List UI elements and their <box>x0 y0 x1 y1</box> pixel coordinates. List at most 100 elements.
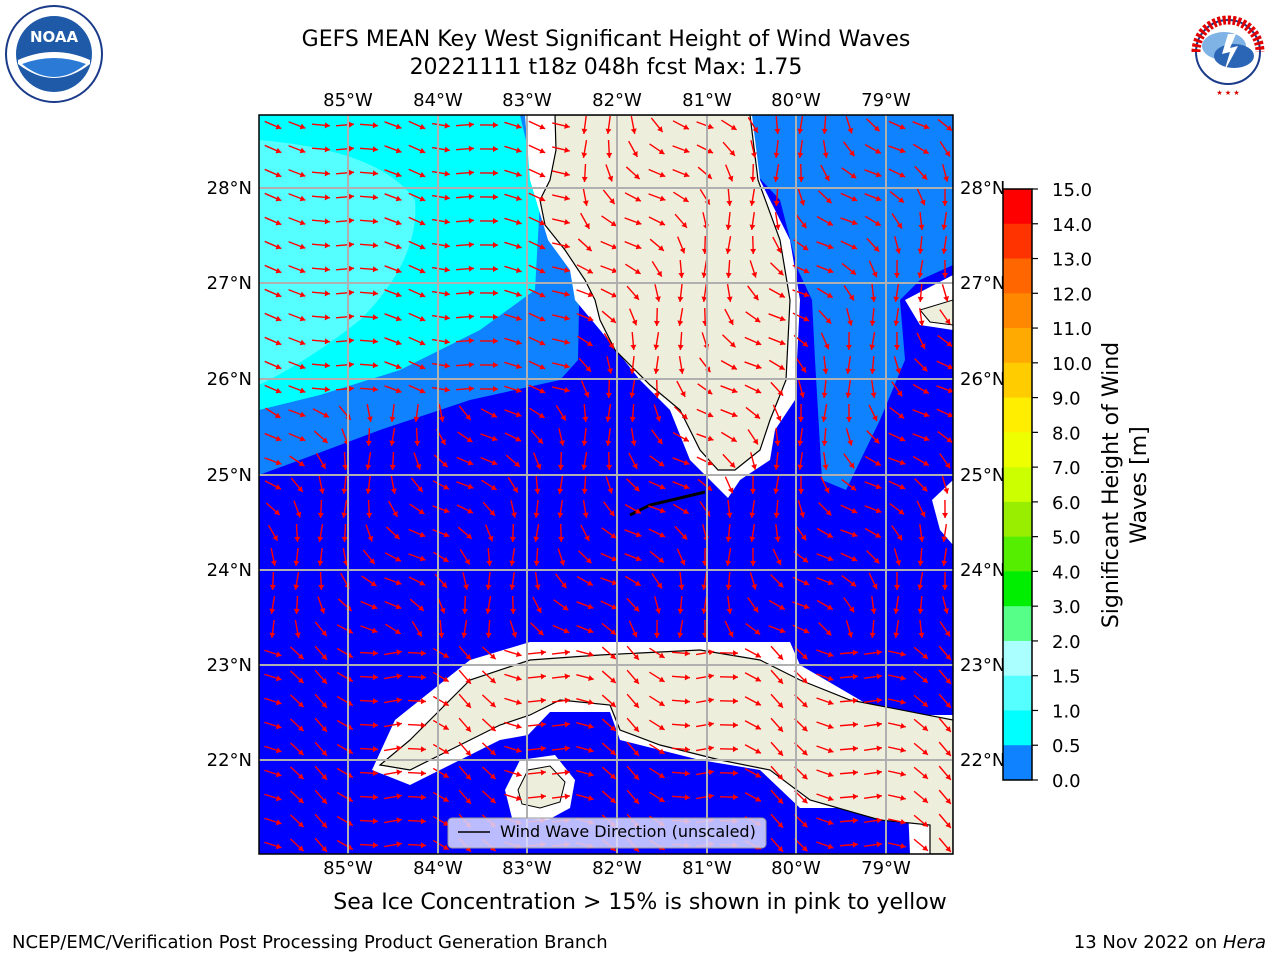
wave-arrow <box>459 548 471 566</box>
wave-arrow <box>314 765 328 781</box>
wave-arrow <box>797 139 804 159</box>
wave-arrow <box>846 403 853 423</box>
wave-arrow <box>384 721 402 728</box>
wave-arrow <box>289 718 305 732</box>
wave-arrow <box>600 552 618 562</box>
wave-arrow <box>317 499 324 519</box>
wave-arrow <box>725 548 732 566</box>
wave-arrow <box>600 288 618 298</box>
wave-arrow <box>485 571 492 591</box>
wave-arrow <box>747 285 759 301</box>
wave-arrow <box>384 289 402 298</box>
wave-arrow <box>891 381 903 397</box>
wave-arrow <box>893 307 900 327</box>
wave-arrow <box>359 746 379 753</box>
wave-arrow <box>481 790 497 804</box>
wave-arrow <box>744 768 762 778</box>
colorbar-segment <box>1003 640 1032 677</box>
wave-arrow <box>408 336 426 346</box>
wave-arrow <box>654 284 661 302</box>
wave-arrow <box>264 144 282 154</box>
wave-arrow <box>937 335 953 347</box>
colorbar-segment <box>1003 536 1032 572</box>
ocean-band-atlantic-0.5-1.0 <box>752 115 953 490</box>
wave-arrow <box>264 697 282 706</box>
wave-arrow <box>288 289 306 298</box>
wave-arrow <box>917 235 924 255</box>
wave-arrow <box>335 361 355 368</box>
wave-arrow <box>576 649 594 657</box>
wave-arrow <box>359 722 379 729</box>
wave-arrow <box>864 215 882 227</box>
wave-arrow <box>264 120 282 130</box>
wave-arrow <box>653 355 660 375</box>
wave-arrow <box>558 428 565 446</box>
wave-arrow <box>432 480 450 490</box>
wave-arrow <box>773 139 780 159</box>
wave-arrow <box>407 818 427 825</box>
wave-arrow <box>744 384 762 394</box>
wave-arrow <box>335 121 355 128</box>
wave-arrow <box>843 141 855 157</box>
wave-arrow <box>510 595 517 615</box>
wave-arrow <box>456 481 474 490</box>
wave-arrow <box>527 721 547 728</box>
wave-arrow <box>455 169 475 176</box>
wave-arrow <box>456 456 474 466</box>
wave-arrow <box>941 523 948 543</box>
wave-arrow <box>528 312 546 322</box>
wave-arrow <box>264 457 282 466</box>
wave-arrow <box>528 192 546 202</box>
wave-arrow <box>816 673 834 682</box>
wave-arrow <box>311 122 331 129</box>
wave-arrow <box>840 192 858 202</box>
wave-arrow <box>671 746 691 753</box>
colorbar-tick-label: 1.5 <box>1052 667 1081 688</box>
wave-arrow <box>672 503 690 515</box>
wave-arrow <box>749 188 756 206</box>
map-title: GEFS MEAN Key West Significant Height of… <box>301 27 911 52</box>
wave-arrow <box>264 841 282 850</box>
wave-arrow <box>504 289 522 298</box>
wave-arrow <box>288 217 306 226</box>
wave-arrow <box>504 721 522 730</box>
wave-arrow <box>432 290 450 297</box>
wave-arrow <box>722 334 736 348</box>
wave-arrow <box>365 427 372 447</box>
wave-arrow <box>461 595 468 615</box>
wave-arrow <box>624 575 642 587</box>
wave-arrow <box>816 697 834 706</box>
wave-arrow <box>270 548 277 566</box>
wave-arrow <box>672 168 690 178</box>
wave-arrow <box>768 359 786 371</box>
wave-arrow <box>528 120 546 130</box>
wave-arrow <box>822 451 829 471</box>
wave-arrow <box>629 380 636 398</box>
wave-arrow <box>288 241 306 250</box>
wave-arrow <box>532 452 542 470</box>
wave-arrow <box>578 357 592 373</box>
wave-arrow <box>869 332 876 350</box>
bahamas-mask-2 <box>932 480 953 545</box>
wave-arrow <box>311 146 331 153</box>
wave-arrow <box>551 769 571 776</box>
wave-arrow <box>576 312 594 322</box>
wave-arrow <box>798 475 805 495</box>
wave-arrow <box>722 453 736 469</box>
wave-arrow <box>941 476 949 494</box>
wave-arrow <box>455 337 475 344</box>
wave-arrow <box>941 235 948 255</box>
wave-arrow <box>744 792 762 802</box>
wave-arrow <box>507 476 519 494</box>
wave-arrow <box>774 115 781 135</box>
footer-date-text: 13 Nov 2022 on <box>1073 932 1223 953</box>
wave-arrow <box>269 619 276 639</box>
wave-arrow <box>722 141 736 157</box>
wave-arrow <box>555 404 567 422</box>
wave-arrow <box>479 122 499 129</box>
wave-arrow <box>626 645 640 661</box>
wave-arrow <box>941 284 950 302</box>
wave-arrow <box>749 260 758 278</box>
wave-arrow <box>314 693 328 709</box>
wave-arrow <box>294 523 301 543</box>
